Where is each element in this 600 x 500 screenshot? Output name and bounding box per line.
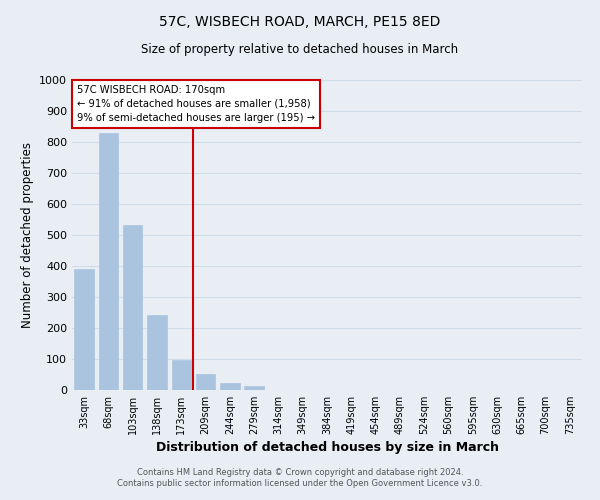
Bar: [147, 316, 167, 390]
Bar: [196, 374, 215, 390]
Text: 57C WISBECH ROAD: 170sqm
← 91% of detached houses are smaller (1,958)
9% of semi: 57C WISBECH ROAD: 170sqm ← 91% of detach…: [77, 84, 315, 122]
Bar: [172, 360, 191, 390]
Text: 57C, WISBECH ROAD, MARCH, PE15 8ED: 57C, WISBECH ROAD, MARCH, PE15 8ED: [160, 15, 440, 29]
Text: Size of property relative to detached houses in March: Size of property relative to detached ho…: [142, 42, 458, 56]
Bar: [99, 134, 118, 390]
Bar: [74, 269, 94, 390]
Text: Contains HM Land Registry data © Crown copyright and database right 2024.
Contai: Contains HM Land Registry data © Crown c…: [118, 468, 482, 487]
Bar: [220, 383, 239, 390]
Y-axis label: Number of detached properties: Number of detached properties: [20, 142, 34, 328]
Bar: [123, 225, 142, 390]
X-axis label: Distribution of detached houses by size in March: Distribution of detached houses by size …: [155, 441, 499, 454]
Bar: [244, 386, 264, 390]
